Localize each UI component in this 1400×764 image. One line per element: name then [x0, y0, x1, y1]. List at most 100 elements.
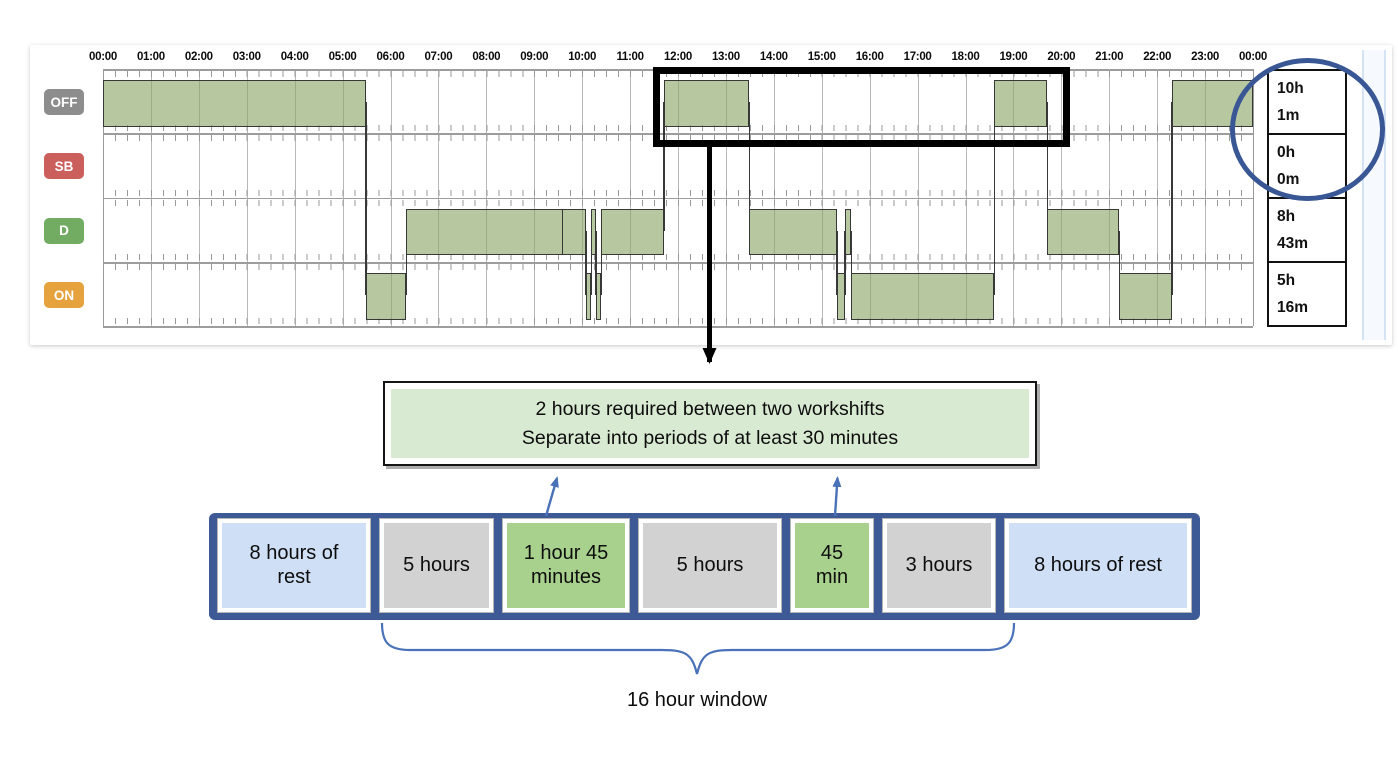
duty-block-on: [837, 273, 846, 320]
duty-block-on: [1119, 273, 1173, 320]
schedule-box-label: 5 hours: [676, 553, 744, 576]
status-connector: [844, 230, 846, 296]
duty-block-off: [103, 80, 367, 127]
duty-block-d: [1047, 208, 1120, 256]
duty-block-on: [851, 273, 995, 320]
schedule-box-label: 3 hours: [905, 553, 973, 576]
status-connector: [993, 102, 995, 296]
quarter-tick-strip: [103, 189, 1253, 196]
schedule-box-work-4: 5 hours: [638, 518, 782, 613]
total-minutes: 16m: [1277, 298, 1309, 316]
note-line-2: Separate into periods of at least 30 min…: [521, 426, 899, 449]
time-label: 14:00: [759, 51, 788, 63]
window-brace: [380, 622, 1016, 675]
duty-block-d: [406, 208, 586, 256]
status-connector: [663, 102, 665, 231]
quarter-tick-strip: [103, 264, 1253, 271]
time-label: 02:00: [184, 51, 213, 63]
quarter-tick-strip: [103, 254, 1253, 261]
schedule-box-label: 8 hours of rest: [1034, 553, 1162, 576]
band-boundary-line: [103, 326, 1253, 328]
time-label: 19:00: [999, 51, 1028, 63]
note-line-1: 2 hours required between two workshifts: [535, 398, 885, 421]
schedule-box-label: 5 hours: [403, 553, 470, 576]
time-label: 23:00: [1191, 51, 1220, 63]
status-connector: [1046, 102, 1049, 231]
schedule-box-rest-7: 8 hours of rest: [1004, 518, 1192, 613]
total-cell-d: 8h 43m: [1269, 199, 1345, 263]
status-connector: [850, 230, 853, 296]
status-connector: [836, 230, 838, 296]
status-connector: [405, 230, 408, 296]
time-label: 21:00: [1095, 51, 1124, 63]
quarter-tick-strip: [103, 318, 1253, 325]
total-minutes: 43m: [1277, 234, 1309, 252]
time-label: 08:00: [472, 51, 501, 63]
time-label: 04:00: [280, 51, 309, 63]
schedule-box-label: minutes: [530, 565, 602, 588]
schedule-box-work-2: 5 hours: [379, 518, 494, 613]
time-label: 00:00: [89, 51, 117, 63]
duty-block-on: [366, 273, 407, 320]
status-connector: [590, 230, 593, 296]
schedule-box-rest-1: 8 hours of rest: [217, 518, 371, 613]
schedule-box-label: rest: [277, 565, 311, 588]
duty-block-d: [749, 208, 838, 256]
schedule-box-label: 45: [820, 541, 844, 564]
status-connector: [365, 102, 367, 296]
row-badge-d: D: [44, 217, 84, 244]
time-label: 05:00: [328, 51, 357, 63]
time-label: 12:00: [664, 51, 692, 63]
schedule-sequence: 8 hours of rest 5 hours 1 hour 45 minutes 5 h…: [209, 513, 1200, 620]
duty-block-divider: [562, 208, 564, 256]
time-label: 11:00: [616, 51, 644, 63]
band-boundary-line: [103, 262, 1253, 264]
schedule-box-label: 8 hours of: [249, 541, 339, 564]
duty-block-off: [664, 80, 750, 127]
note-box-inner: 2 hours required between two workshifts …: [391, 389, 1029, 458]
time-label: 18:00: [951, 51, 980, 63]
status-connector: [585, 230, 587, 296]
status-connector: [595, 230, 597, 296]
time-label: 01:00: [136, 51, 165, 63]
row-badge-off: OFF: [44, 89, 84, 115]
time-label: 20:00: [1047, 51, 1076, 63]
row-badge-sb: SB: [44, 153, 84, 180]
time-label: 17:00: [903, 51, 932, 63]
window-label: 16 hour window: [626, 689, 768, 711]
time-label: 15:00: [807, 51, 836, 63]
row-badge-on: ON: [44, 282, 84, 309]
schedule-box-label: min: [815, 565, 849, 588]
time-label: 22:00: [1143, 51, 1172, 63]
time-label: 16:00: [855, 51, 884, 63]
hour-gridline: [1253, 69, 1254, 327]
totals-circle-annotation: [1230, 58, 1385, 201]
blue-arrow-left: [544, 476, 559, 517]
status-connector: [748, 102, 751, 231]
status-connector: [600, 230, 603, 296]
duty-block-off: [994, 80, 1048, 127]
blue-arrow-right: [832, 476, 842, 517]
duty-block-on: [596, 273, 602, 320]
time-label: 06:00: [376, 51, 405, 63]
time-label: 07:00: [424, 51, 453, 63]
quarter-tick-strip: [103, 135, 1253, 142]
quarter-tick-strip: [103, 71, 1253, 77]
note-box: 2 hours required between two workshifts …: [383, 381, 1037, 466]
schedule-box-label: 1 hour 45: [523, 541, 609, 564]
duty-block-d: [591, 208, 597, 256]
duty-grid: [103, 69, 1254, 328]
status-connector: [1118, 230, 1121, 296]
time-label: 13:00: [711, 51, 740, 63]
duty-block-on: [586, 273, 592, 320]
time-label: 10:00: [568, 51, 597, 63]
quarter-tick-strip: [103, 199, 1253, 206]
time-label: 00:00: [1239, 51, 1267, 63]
duty-block-d: [845, 208, 852, 256]
time-label: 09:00: [520, 51, 549, 63]
duty-block-d: [601, 208, 665, 256]
total-cell-on: 5h 16m: [1269, 263, 1345, 325]
total-hours: 8h: [1277, 207, 1296, 225]
schedule-box-break-5: 45 min: [790, 518, 874, 613]
